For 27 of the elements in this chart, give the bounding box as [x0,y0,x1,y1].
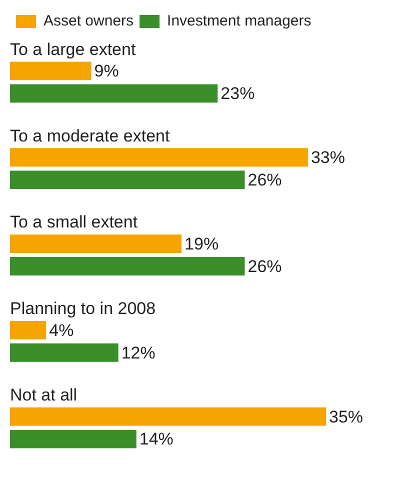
bar [10,343,118,362]
data-label: 12% [121,343,156,362]
data-label: 19% [184,234,219,254]
y-tick-label: To a moderate extent [10,126,170,146]
data-label: 14% [139,430,174,449]
data-label: 9% [94,62,119,81]
y-tick-label: Planning to in 2008 [10,299,156,318]
bar [10,430,136,448]
y-tick-label: Not at all [10,386,78,405]
bar [10,234,182,253]
data-label: 23% [220,84,255,104]
data-label: 4% [49,320,74,340]
data-label: 26% [248,170,282,190]
bar [10,62,92,80]
bar [10,170,245,190]
y-tick-label: To a small extent [10,212,138,232]
bar [10,257,245,276]
legend-label: Investment managers [167,12,312,30]
bar [10,320,46,340]
y-tick-label: To a large extent [10,40,136,59]
bar [10,148,308,167]
bar [10,84,218,103]
bar [10,407,326,426]
data-label: 26% [248,256,282,276]
data-label: 33% [310,148,345,168]
legend-label: Asset owners [44,12,134,30]
data-label: 35% [329,407,364,426]
